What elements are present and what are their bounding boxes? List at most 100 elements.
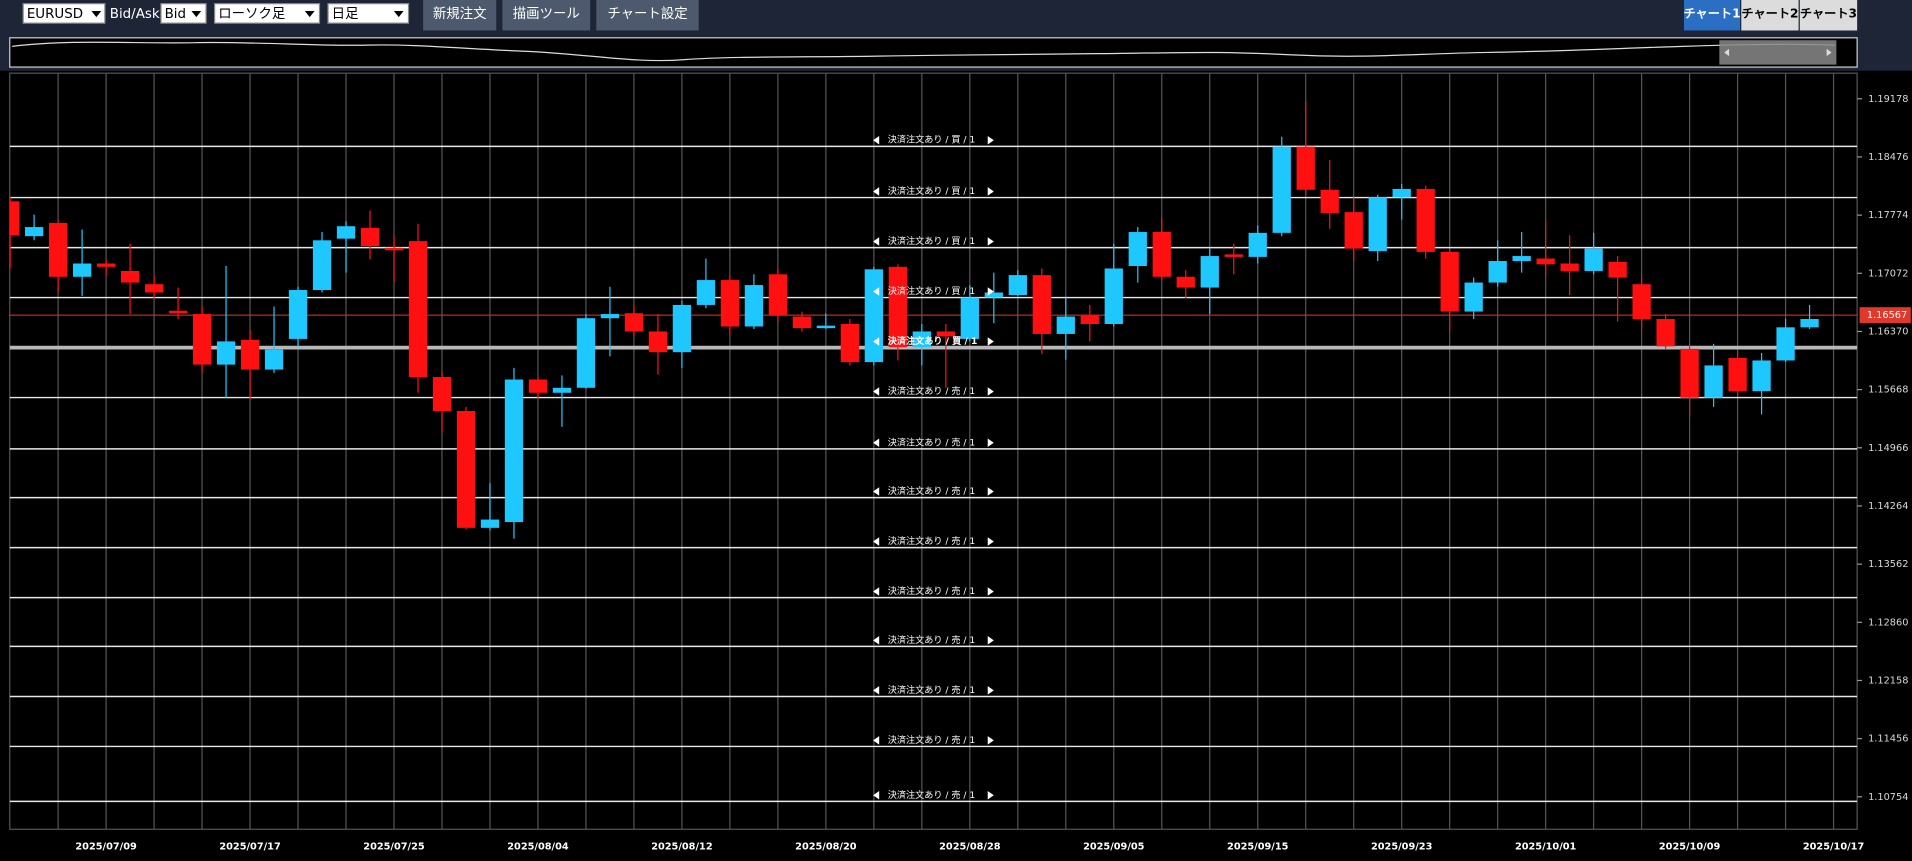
dropdown-arrow bbox=[91, 10, 102, 18]
candle-body bbox=[1464, 282, 1483, 312]
y-tick-label: 1.15668 bbox=[1868, 385, 1908, 396]
plot: 決済注文あり / 買 / 1 決済注文あり / 買 / 1 決済注文あり / 買 /… bbox=[9, 73, 1858, 830]
candle-body bbox=[1392, 188, 1411, 198]
symbol-select[interactable] bbox=[22, 3, 106, 24]
candle-body bbox=[1176, 276, 1195, 288]
y-tick-label: 1.13562 bbox=[1868, 559, 1908, 570]
candle-body bbox=[912, 331, 931, 348]
period-select[interactable] bbox=[327, 3, 410, 24]
y-tick-label: 1.14966 bbox=[1868, 443, 1908, 454]
plot-area bbox=[9, 72, 1858, 830]
candle-body bbox=[1416, 188, 1435, 252]
chart-style-select[interactable] bbox=[214, 3, 321, 24]
candle-body bbox=[1344, 212, 1363, 249]
navigator-sparkline bbox=[12, 41, 1836, 62]
current-price-label: 1.16567 bbox=[1867, 310, 1907, 321]
order-label: 決済注文あり / 買 / 1 bbox=[888, 235, 975, 247]
order-arrow-right bbox=[987, 686, 994, 695]
candle-body bbox=[552, 387, 572, 393]
order-arrow-right bbox=[987, 287, 994, 296]
order-arrow-left bbox=[873, 686, 880, 695]
order-arrow-right bbox=[987, 438, 994, 448]
bidask-label: Bid/Ask bbox=[110, 7, 160, 22]
candle-body bbox=[480, 519, 500, 528]
navigator-frame[interactable] bbox=[9, 37, 1858, 68]
order-arrow-right bbox=[987, 537, 994, 546]
candle-body bbox=[624, 313, 644, 332]
order-arrow-left bbox=[873, 791, 880, 800]
candle-body bbox=[600, 314, 620, 319]
bidask-select[interactable] bbox=[160, 3, 207, 24]
candle-body bbox=[888, 266, 907, 348]
x-tick-label: 2025/07/25 bbox=[363, 841, 425, 852]
candle-body bbox=[1656, 319, 1675, 347]
y-tick-label: 1.17774 bbox=[1868, 210, 1908, 221]
x-tick-label: 2025/10/01 bbox=[1515, 841, 1577, 852]
button[interactable] bbox=[502, 0, 591, 31]
candle-body bbox=[648, 331, 668, 353]
order-arrow-left bbox=[873, 237, 880, 246]
candle-body bbox=[1704, 365, 1723, 398]
overlay: 2025/07/09 2025/07/17 2025/07/25 2025/08/04… bbox=[75, 94, 1911, 852]
candle-body bbox=[1512, 256, 1531, 262]
tab-label: チャート1 bbox=[1683, 7, 1740, 21]
candle-body bbox=[192, 314, 212, 365]
candle-body bbox=[168, 310, 188, 314]
tab[interactable] bbox=[1799, 0, 1858, 31]
order-arrow-right bbox=[987, 337, 994, 346]
order-arrow-right bbox=[987, 487, 994, 496]
y-tick-label: 1.16370 bbox=[1868, 326, 1908, 337]
candle-body bbox=[360, 227, 380, 247]
candle-body bbox=[1224, 254, 1243, 257]
toolbar: EURUSD Bid/Ask Bid ローソク足 日足 新規注文 描画ツール チ… bbox=[22, 0, 1858, 31]
dropdown-arrow bbox=[304, 10, 315, 18]
order-arrow-left bbox=[873, 636, 880, 645]
y-tick-label: 1.19178 bbox=[1868, 94, 1908, 105]
candle-body bbox=[1800, 319, 1819, 328]
candle-body bbox=[1680, 348, 1699, 398]
tab-label: チャート2 bbox=[1741, 7, 1798, 21]
order-arrow-right bbox=[987, 387, 994, 396]
order-arrow-left bbox=[873, 337, 880, 346]
tab[interactable] bbox=[1741, 0, 1799, 31]
candle-body bbox=[264, 349, 284, 370]
order-label: 決済注文あり / 売 / 1 bbox=[888, 385, 975, 397]
candle-body bbox=[48, 222, 68, 277]
order-label: 決済注文あり / 買 / 1 bbox=[888, 335, 978, 347]
candle-body bbox=[312, 240, 332, 291]
candle-body bbox=[1536, 258, 1555, 265]
candle-body bbox=[144, 284, 164, 293]
button[interactable] bbox=[596, 0, 699, 31]
tab-label: チャート3 bbox=[1800, 7, 1857, 21]
candle-body bbox=[528, 379, 548, 393]
candle-body bbox=[1368, 197, 1387, 252]
x-tick-label: 2025/09/15 bbox=[1227, 841, 1289, 852]
tab-active[interactable] bbox=[1683, 0, 1741, 31]
order-arrow-right bbox=[987, 736, 994, 745]
candle-body bbox=[288, 290, 308, 339]
x-tick-label: 2025/10/09 bbox=[1659, 841, 1721, 852]
order-arrow-left bbox=[873, 287, 880, 296]
candle-body bbox=[1440, 251, 1459, 312]
candle-body bbox=[960, 297, 979, 339]
x-tick-label: 2025/10/17 bbox=[1803, 841, 1865, 852]
candle-body bbox=[1752, 360, 1771, 392]
order-arrow-left bbox=[873, 487, 880, 496]
y-tick-label: 1.10754 bbox=[1868, 792, 1908, 803]
y-tick-label: 1.12158 bbox=[1868, 675, 1908, 686]
candle-body bbox=[432, 377, 452, 412]
candle-body bbox=[576, 318, 596, 388]
order-arrow-right bbox=[987, 135, 994, 145]
candle-body bbox=[816, 325, 836, 329]
candle-body bbox=[336, 226, 356, 239]
button[interactable] bbox=[423, 0, 497, 31]
order-arrow-right bbox=[987, 187, 994, 196]
candle-body bbox=[1728, 357, 1747, 392]
navigator-handle[interactable] bbox=[1719, 40, 1837, 65]
button-label: 新規注文 bbox=[433, 6, 487, 22]
order-label: 決済注文あり / 売 / 1 bbox=[888, 585, 975, 597]
bidask-value: Bid bbox=[165, 7, 186, 22]
candle-body bbox=[1080, 315, 1099, 324]
candle-body bbox=[216, 341, 236, 365]
candle-body bbox=[1248, 232, 1267, 257]
